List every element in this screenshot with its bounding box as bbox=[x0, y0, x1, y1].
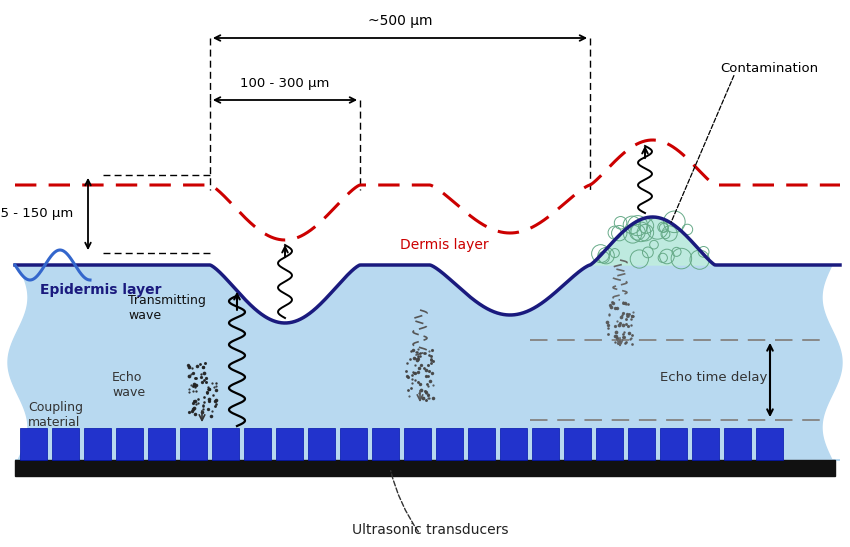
Bar bbox=[148, 428, 175, 460]
Bar bbox=[596, 428, 623, 460]
Bar bbox=[564, 428, 591, 460]
Text: Contamination: Contamination bbox=[720, 61, 818, 74]
Text: Coupling
material: Coupling material bbox=[28, 401, 83, 429]
Bar bbox=[532, 428, 559, 460]
Text: 75 - 150 μm: 75 - 150 μm bbox=[0, 207, 74, 220]
Text: Epidermis layer: Epidermis layer bbox=[40, 283, 162, 297]
Bar bbox=[436, 428, 463, 460]
Bar bbox=[756, 428, 783, 460]
Bar bbox=[660, 428, 687, 460]
Bar bbox=[372, 428, 399, 460]
Bar bbox=[692, 428, 719, 460]
Bar bbox=[628, 428, 655, 460]
Text: ~500 μm: ~500 μm bbox=[368, 14, 433, 28]
Bar bbox=[244, 428, 271, 460]
Bar bbox=[340, 428, 367, 460]
Text: Echo time delay: Echo time delay bbox=[660, 371, 768, 385]
Bar bbox=[116, 428, 143, 460]
Text: Transmitting
wave: Transmitting wave bbox=[128, 294, 206, 322]
Bar bbox=[84, 428, 111, 460]
Text: Ultrasonic transducers: Ultrasonic transducers bbox=[352, 523, 508, 537]
Bar bbox=[20, 428, 47, 460]
Bar bbox=[308, 428, 335, 460]
Bar bbox=[52, 428, 79, 460]
Bar bbox=[404, 428, 431, 460]
Text: Echo
wave: Echo wave bbox=[112, 371, 145, 399]
Text: 100 - 300 μm: 100 - 300 μm bbox=[241, 77, 330, 90]
Bar bbox=[468, 428, 495, 460]
Bar bbox=[15, 460, 835, 476]
Bar bbox=[724, 428, 751, 460]
Bar bbox=[500, 428, 527, 460]
Bar bbox=[212, 428, 239, 460]
Bar bbox=[276, 428, 303, 460]
Polygon shape bbox=[590, 217, 715, 265]
Polygon shape bbox=[8, 217, 842, 460]
Bar bbox=[180, 428, 207, 460]
Text: Dermis layer: Dermis layer bbox=[400, 238, 489, 252]
